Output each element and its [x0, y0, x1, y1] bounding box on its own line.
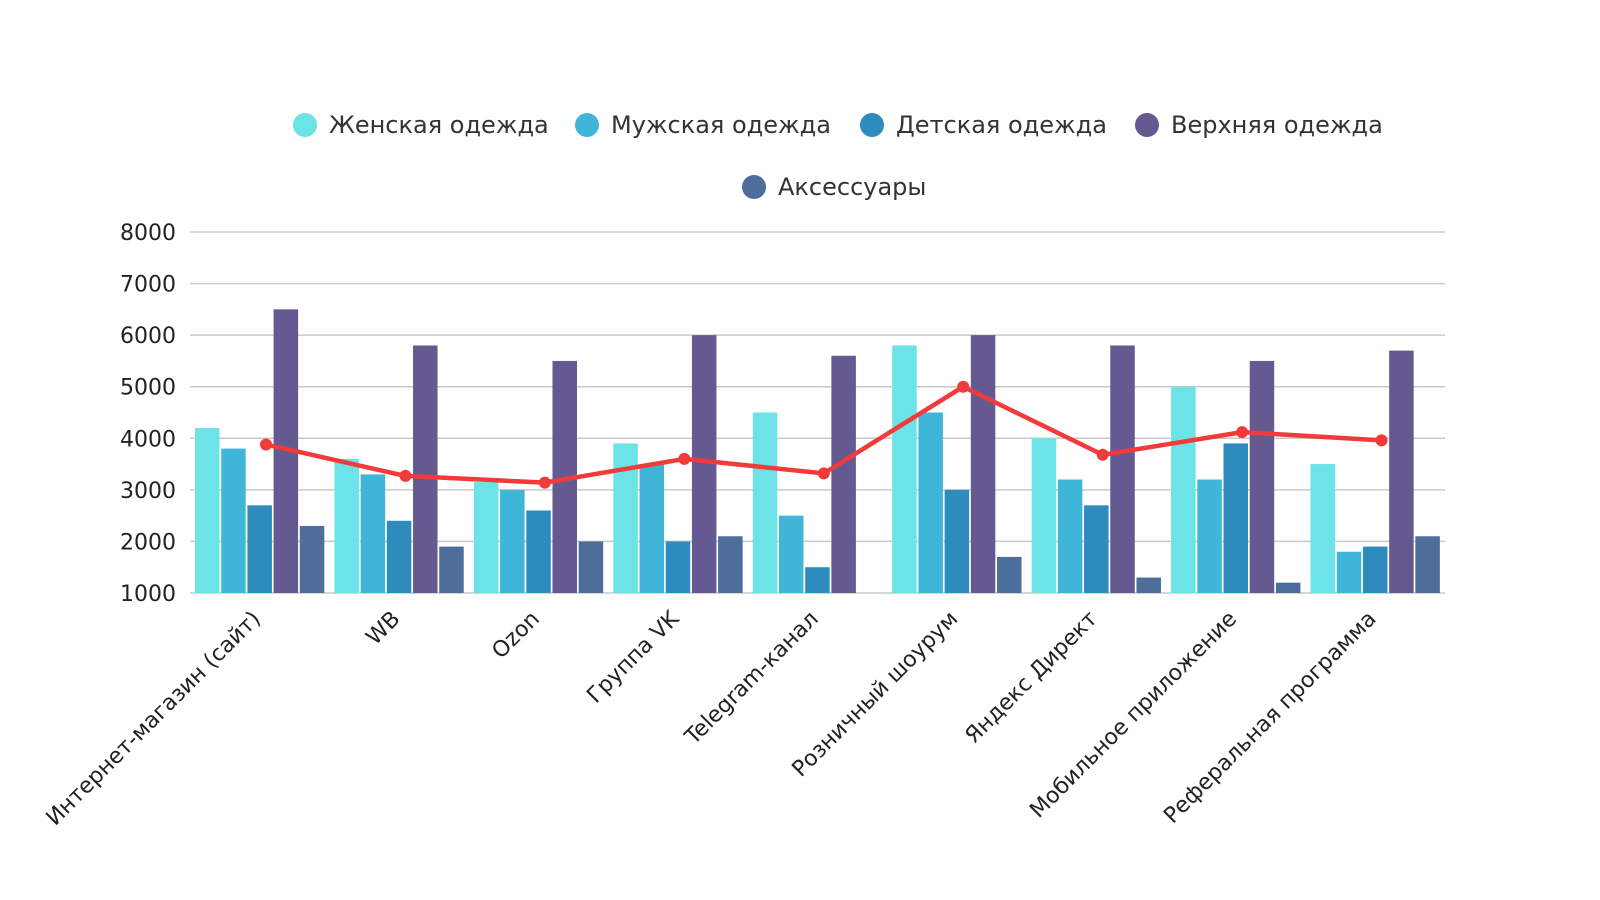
legend-swatch: [860, 113, 884, 137]
bar: [639, 464, 665, 593]
bar: [1415, 536, 1440, 593]
y-tick-label: 2000: [120, 530, 176, 555]
bar: [970, 335, 996, 593]
line-series: [260, 380, 1388, 489]
bar: [718, 536, 743, 593]
x-axis: Интернет-магазин (сайт) WB Ozon Группа VKTe…: [42, 606, 1382, 831]
bar: [778, 515, 804, 593]
legend-item: Женская одежда: [293, 111, 549, 139]
legend-item: Аксессуары: [742, 173, 926, 201]
line-point: [817, 467, 830, 480]
legend-label: Верхняя одежда: [1171, 111, 1383, 139]
x-tick-label: WB: [362, 607, 406, 651]
y-tick-label: 5000: [120, 376, 176, 401]
bar: [1249, 360, 1275, 593]
bar: [578, 541, 604, 593]
y-tick-label: 3000: [120, 479, 176, 504]
y-tick-label: 7000: [120, 273, 176, 298]
bar: [439, 546, 464, 593]
line-point: [399, 469, 412, 482]
bar: [500, 489, 525, 593]
bar: [473, 482, 499, 593]
x-tick-label: Интернет-магазин (сайт): [42, 607, 266, 831]
line-point: [1236, 426, 1249, 439]
legend-swatch: [575, 113, 599, 137]
line-point: [678, 452, 691, 465]
bar: [247, 505, 272, 593]
legend-label: Детская одежда: [896, 111, 1107, 139]
y-tick-label: 1000: [120, 582, 176, 607]
legend-swatch: [742, 175, 766, 199]
bar: [360, 474, 386, 593]
bar: [1275, 582, 1301, 593]
bar: [1223, 443, 1249, 593]
x-tick-label: Группа VK: [582, 606, 684, 708]
bar: [1031, 438, 1057, 593]
legend-label: Женская одежда: [329, 111, 549, 139]
bar: [526, 510, 551, 593]
bar: [1389, 350, 1414, 593]
bar: [752, 412, 778, 593]
bar: [944, 489, 970, 593]
bar: [1197, 479, 1222, 593]
legend-item: Верхняя одежда: [1135, 111, 1383, 139]
bar: [1336, 551, 1362, 593]
bar: [1171, 386, 1196, 593]
bar: [831, 355, 856, 593]
line-point: [957, 380, 970, 393]
bar: [1136, 577, 1161, 593]
bar: [805, 567, 830, 593]
y-tick-label: 8000: [120, 221, 176, 246]
bar: [299, 525, 325, 593]
legend-swatch: [1135, 113, 1159, 137]
bar: [892, 345, 917, 593]
bar: [997, 556, 1022, 593]
bar: [1110, 345, 1135, 593]
bar: [1310, 464, 1336, 593]
legend-label: Мужская одежда: [611, 111, 831, 139]
bar: [413, 345, 438, 593]
legend-label: Аксессуары: [778, 173, 926, 201]
legend-item: Детская одежда: [860, 111, 1107, 139]
bar: [665, 541, 691, 593]
y-tick-label: 6000: [120, 324, 176, 349]
y-tick-label: 4000: [120, 427, 176, 452]
bar: [1362, 546, 1388, 593]
bar: [1057, 479, 1083, 593]
line-point: [260, 438, 272, 451]
legend: Женская одежда Мужская одежда Детская одеж…: [293, 111, 1383, 201]
x-tick-label: Telegram-канал: [680, 607, 824, 751]
y-axis: 1000 2000 3000 4000 5000 6000 7000 8000: [120, 221, 176, 607]
bars: [195, 309, 1440, 593]
bar: [918, 412, 943, 593]
legend-item: Мужская одежда: [575, 111, 831, 139]
bar: [334, 458, 359, 593]
bar: [195, 427, 220, 593]
x-tick-label: Яндекс Директ: [961, 606, 1103, 748]
x-tick-label: Ozon: [487, 607, 544, 664]
line-point: [538, 476, 551, 489]
bar: [386, 520, 412, 593]
line-point: [1096, 448, 1109, 461]
line-point: [1375, 434, 1388, 447]
legend-swatch: [293, 113, 317, 137]
bar: [221, 448, 246, 593]
bar: [1084, 505, 1109, 593]
